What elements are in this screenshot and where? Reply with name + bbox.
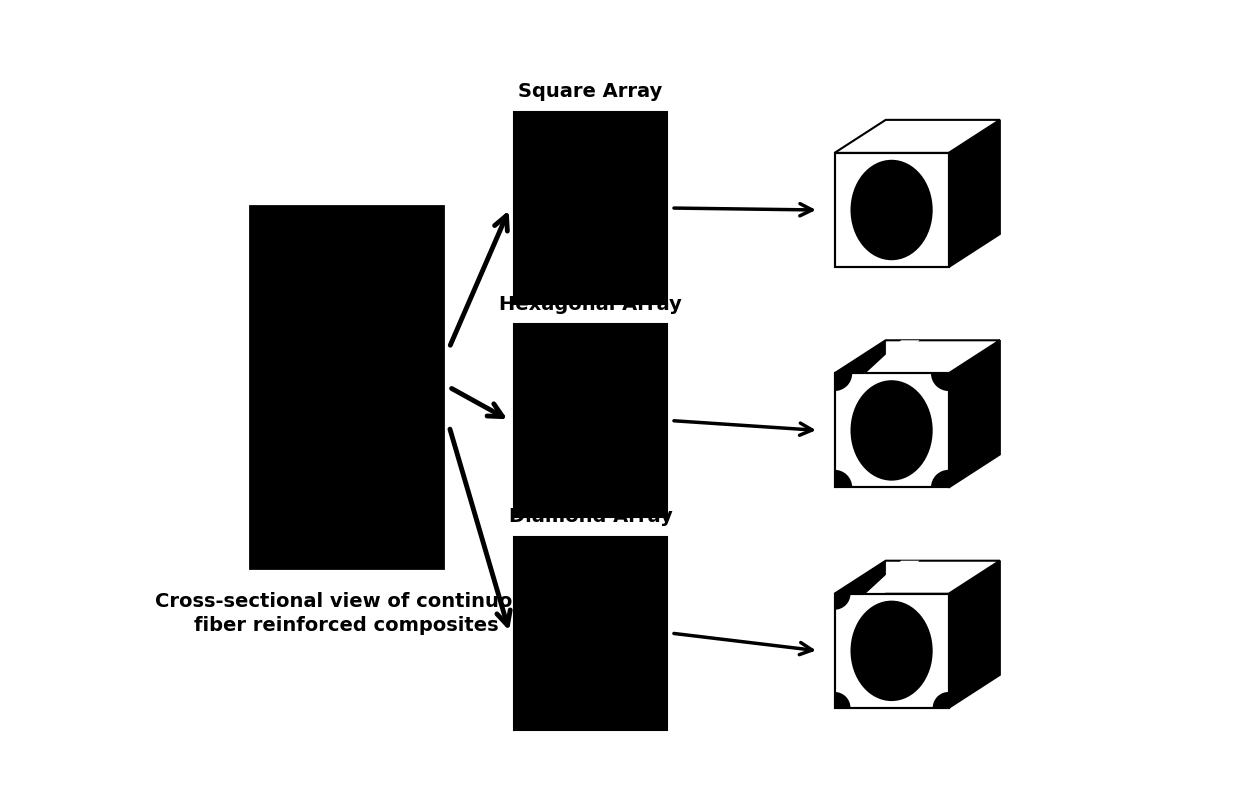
Polygon shape — [949, 561, 999, 708]
Polygon shape — [949, 120, 999, 267]
Text: Square Array: Square Array — [518, 82, 662, 101]
Ellipse shape — [931, 470, 966, 505]
Text: Cross-sectional view of continuous
fiber reinforced composites: Cross-sectional view of continuous fiber… — [155, 592, 538, 635]
Text: Diamond Array: Diamond Array — [508, 507, 672, 526]
Polygon shape — [835, 561, 999, 594]
Ellipse shape — [932, 692, 965, 724]
Polygon shape — [835, 561, 885, 594]
Ellipse shape — [818, 692, 851, 724]
Ellipse shape — [817, 470, 852, 505]
Ellipse shape — [851, 600, 932, 701]
Polygon shape — [835, 594, 949, 708]
Bar — [513, 536, 667, 730]
Polygon shape — [866, 561, 919, 594]
Polygon shape — [949, 340, 999, 487]
Ellipse shape — [851, 160, 932, 260]
Ellipse shape — [851, 380, 932, 480]
Ellipse shape — [931, 356, 966, 391]
Polygon shape — [835, 340, 885, 374]
Bar — [250, 206, 443, 568]
Ellipse shape — [818, 577, 851, 610]
Polygon shape — [866, 340, 919, 374]
Ellipse shape — [817, 356, 852, 391]
Bar — [513, 324, 667, 517]
Polygon shape — [835, 153, 949, 267]
Polygon shape — [835, 120, 999, 153]
Bar — [513, 111, 667, 304]
Polygon shape — [835, 340, 999, 374]
Polygon shape — [835, 374, 949, 487]
Text: Hexagonal Array: Hexagonal Array — [500, 295, 682, 314]
